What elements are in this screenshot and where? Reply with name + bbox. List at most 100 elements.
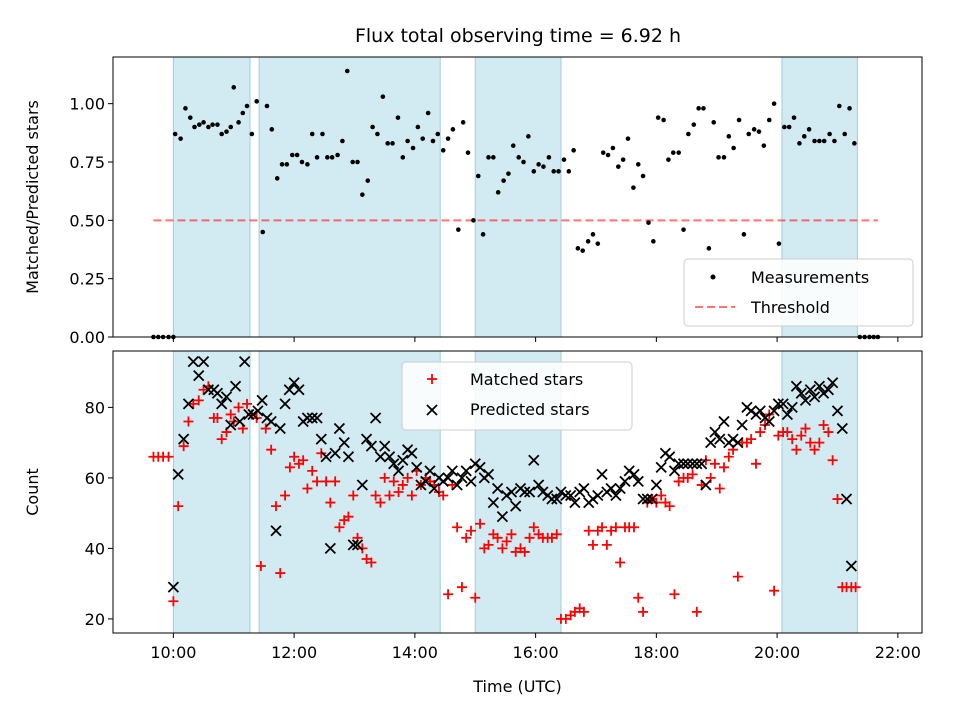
predicted-star-point: [167, 581, 180, 593]
predicted-star-point: [482, 468, 495, 481]
measurement-point: [721, 155, 727, 160]
predicted-star-point: [537, 486, 549, 498]
matched-star-point: [443, 589, 454, 600]
measurement-point: [766, 117, 772, 123]
predicted-star-point: [365, 440, 378, 452]
measurement-point: [445, 136, 451, 141]
top-panel: 0.00 0.25 0.50 0.75 1.00 Matched/Predicted st…: [23, 56, 923, 347]
matched-star-point: [456, 582, 467, 593]
predicted-star-point: [465, 475, 477, 488]
measurement-point: [344, 68, 350, 74]
matched-star-point: [687, 469, 698, 480]
measurement-point: [486, 155, 491, 160]
measurement-point: [561, 157, 567, 162]
predicted-star-point: [691, 458, 703, 470]
matched-star-point: [312, 476, 323, 487]
predicted-star-point: [446, 465, 458, 477]
measurement-point: [711, 120, 717, 125]
matched-star-point: [629, 522, 640, 533]
measurement-point: [471, 218, 476, 223]
matched-star-point: [406, 490, 417, 501]
top-shaded-interval: [172, 56, 251, 338]
measurement-point: [390, 141, 395, 146]
predicted-star-point: [781, 408, 794, 421]
measurement-point: [415, 124, 421, 130]
measurement-point: [210, 122, 215, 127]
measurement-point: [410, 145, 416, 151]
measurement-point: [751, 127, 757, 132]
measurement-point: [761, 143, 767, 148]
measurement-point: [631, 185, 636, 190]
matched-star-point: [438, 490, 449, 501]
predicted-star-point: [460, 465, 472, 477]
matched-star-point: [216, 434, 227, 445]
measurement-point: [370, 124, 375, 130]
bottom-xtick-label: 16:00: [513, 643, 559, 662]
matched-star-point: [587, 539, 598, 550]
predicted-star-point: [301, 412, 314, 424]
matched-star-point: [475, 518, 486, 529]
matched-star-point: [266, 444, 277, 455]
predicted-star-point: [677, 458, 690, 470]
matched-star-point: [370, 490, 381, 501]
predicted-star-point: [614, 482, 626, 495]
matched-star-point: [787, 434, 798, 445]
matched-star-point: [461, 532, 472, 543]
predicted-star-point: [578, 482, 590, 495]
matched-star-point: [746, 434, 757, 445]
matched-star-point: [366, 557, 377, 568]
measurement-point: [430, 138, 436, 144]
predicted-star-point: [745, 405, 757, 417]
measurement-point: [197, 122, 202, 127]
measurement-point: [480, 232, 486, 237]
bottom-xtick-label: 10:00: [150, 643, 196, 662]
bottom-ytick-label: 80: [85, 398, 105, 417]
measurement-point: [254, 99, 259, 104]
predicted-star-point: [845, 560, 857, 572]
top-shaded-interval: [474, 56, 562, 338]
predicted-star-point: [247, 408, 259, 421]
predicted-star-point: [790, 380, 803, 392]
matched-star-point: [357, 543, 368, 554]
measurement-point: [475, 173, 481, 179]
measurement-point: [355, 159, 360, 165]
matched-star-point: [483, 539, 494, 550]
matched-star-point: [225, 409, 236, 420]
predicted-star-point: [424, 465, 436, 477]
measurement-point: [299, 159, 305, 165]
predicted-star-point: [234, 415, 246, 428]
predicted-star-point: [172, 468, 184, 481]
predicted-star-point: [474, 461, 486, 473]
matched-star-point: [334, 522, 345, 533]
predicted-star-point: [193, 370, 205, 382]
matched-star-point: [809, 444, 820, 455]
bottom-ylabel: Count: [23, 468, 42, 516]
matched-star-point: [384, 490, 395, 501]
measurement-point: [625, 136, 631, 141]
measurement-point: [847, 106, 852, 111]
predicted-star-point: [270, 525, 282, 537]
predicted-star-point: [392, 465, 405, 477]
measurement-point: [836, 103, 842, 109]
measurement-point: [590, 232, 596, 237]
measurement-point: [183, 106, 188, 111]
matched-star-point: [610, 522, 621, 533]
matched-star-point: [492, 532, 503, 543]
measurement-point: [506, 171, 511, 176]
matched-star-point: [800, 423, 811, 434]
measurement-point: [801, 134, 807, 139]
measurement-point: [736, 117, 742, 123]
measurement-point: [812, 138, 817, 144]
matched-star-point: [275, 568, 286, 579]
measurement-point: [294, 152, 300, 158]
predicted-star-point: [265, 415, 277, 428]
measurement-point: [646, 220, 651, 225]
predicted-star-point: [808, 391, 821, 403]
measurement-point: [791, 115, 797, 120]
predicted-star-point: [360, 433, 373, 445]
predicted-star-point: [592, 489, 604, 502]
matched-star-point: [298, 455, 309, 466]
predicted-star-point: [500, 489, 513, 502]
predicted-star-point: [220, 391, 233, 403]
